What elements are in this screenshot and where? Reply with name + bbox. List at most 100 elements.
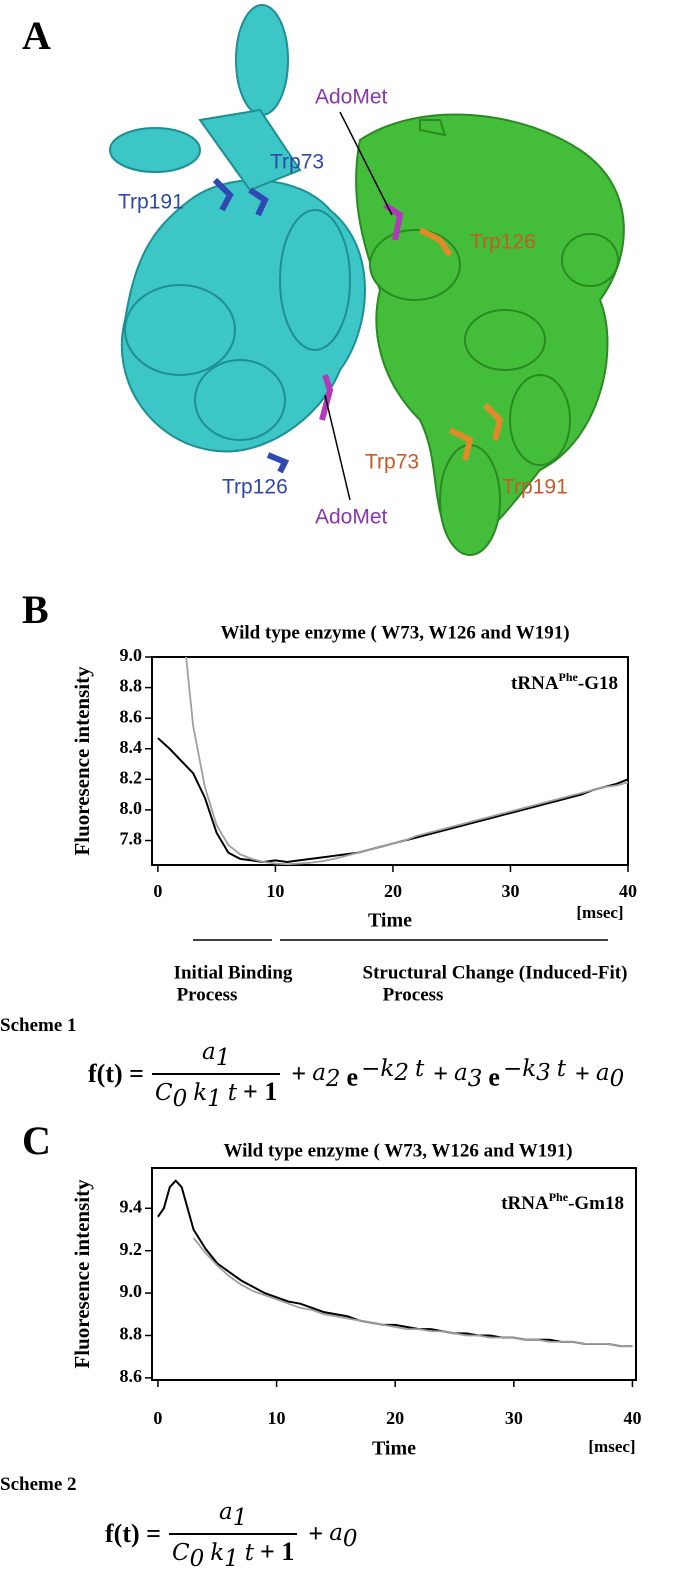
tok: k1	[193, 1077, 222, 1112]
equation-symbol: a	[329, 1519, 343, 1546]
phase-label: Structural Change (Induced-Fit)	[363, 962, 628, 983]
equation-symbol: k	[210, 1540, 225, 1567]
x-tick-label: 10	[268, 1408, 286, 1428]
panel-label: A	[22, 13, 51, 58]
tok: a3	[454, 1057, 482, 1092]
equation-symbol: +	[291, 1059, 307, 1089]
structure-label: Trp126	[222, 476, 288, 499]
equation-symbol: a	[201, 1039, 216, 1065]
annotation-sup: Phe	[559, 670, 579, 684]
subscript: 2	[394, 1059, 409, 1086]
tok: t	[557, 1056, 566, 1082]
equation-symbol: k	[193, 1080, 208, 1107]
subscript: 0	[342, 1525, 358, 1552]
equation-symbol: e	[346, 1062, 359, 1092]
y-axis-label: Fluoresence intensity	[70, 666, 94, 856]
equation-symbol: a	[218, 1499, 233, 1525]
annotation-suffix: -G18	[578, 673, 618, 694]
x-axis-label: Time	[368, 910, 412, 932]
protein-structure	[109, 4, 625, 556]
x-tick-label: 30	[505, 1408, 523, 1428]
tok: k1	[210, 1537, 239, 1572]
plot-frame	[151, 656, 629, 866]
denominator: C0 k1 t + 1	[169, 1537, 297, 1572]
equation-symbol: a	[312, 1059, 326, 1086]
structure-label: Trp126	[470, 231, 536, 254]
structure-label: Trp191	[502, 476, 568, 499]
equation-symbol: t	[556, 1055, 567, 1082]
superscript: −k3 t	[500, 1056, 569, 1086]
structure-label: AdoMet	[315, 506, 388, 529]
subscript: 0	[609, 1065, 625, 1092]
y-tick-label: 9.4	[120, 1196, 143, 1216]
equation-symbol: e	[488, 1062, 500, 1092]
fraction-bar	[151, 1073, 281, 1076]
phase-label: Process	[177, 984, 238, 1005]
y-tick-label: 9.0	[120, 1281, 143, 1301]
tok: +	[308, 1519, 323, 1549]
y-tick-label: 7.8	[120, 829, 143, 849]
subscript: 1	[215, 1045, 231, 1072]
y-axis-label: Fluoresence intensity	[70, 1179, 94, 1369]
tok: + 1	[243, 1077, 277, 1106]
x-axis-unit: [msec]	[576, 903, 623, 922]
annotation-sup: Phe	[549, 1190, 569, 1204]
numerator: a1	[199, 1036, 233, 1071]
denominator: C0 k1 t + 1	[152, 1077, 280, 1112]
scheme-label: Scheme 2	[0, 1474, 77, 1495]
scheme-label: Scheme 1	[0, 1015, 77, 1036]
structure-label: Trp191	[118, 191, 184, 214]
data-line	[192, 1237, 633, 1347]
chart-title: Wild type enzyme ( W73, W126 and W191)	[220, 622, 569, 643]
y-tick-label: 8.0	[120, 798, 143, 818]
numerator: a1	[216, 1496, 250, 1531]
y-tick-label: 9.2	[120, 1239, 143, 1259]
annotation: tRNAPhe-Gm18	[501, 1190, 624, 1215]
equation-symbol: a	[454, 1059, 468, 1086]
subscript: 1	[207, 1086, 222, 1113]
equation-symbol: −k	[361, 1055, 395, 1082]
tok: e −k2 t	[347, 1056, 428, 1093]
structure-label: Trp73	[365, 451, 419, 474]
equation-symbol: +	[433, 1059, 449, 1089]
chart-title: Wild type enzyme ( W73, W126 and W191)	[223, 1140, 572, 1161]
equation-lhs: f(t) =	[105, 1519, 161, 1549]
superscript: −k2 t	[358, 1056, 427, 1086]
data-line	[185, 657, 628, 865]
annotation: tRNAPhe-G18	[511, 670, 618, 695]
equation-symbol: +	[575, 1059, 590, 1089]
x-tick-label: 20	[386, 1408, 404, 1428]
x-tick-label: 10	[266, 881, 284, 901]
y-tick-label: 8.8	[120, 1324, 143, 1344]
subscript: 3	[536, 1059, 551, 1086]
tok: +	[575, 1059, 590, 1089]
x-axis-label: Time	[372, 1438, 416, 1460]
x-tick-label: 0	[153, 881, 162, 901]
subscript: 3	[467, 1065, 483, 1092]
equation-lhs: f(t) =	[88, 1059, 144, 1089]
tok: C0	[172, 1537, 204, 1572]
equation-symbol: + 1	[260, 1537, 295, 1567]
y-tick-label: 8.8	[120, 676, 143, 696]
plot-frame	[151, 1167, 637, 1381]
tok: C0	[155, 1077, 187, 1112]
equation-symbol: −k	[502, 1055, 537, 1082]
tok: a2	[312, 1057, 340, 1092]
y-tick-label: 8.2	[120, 767, 143, 787]
tok: e −k3 t	[488, 1056, 569, 1093]
tok: a1	[218, 1496, 247, 1531]
tok: −k3	[503, 1056, 551, 1086]
fraction: a1 C0 k1 t + 1	[168, 1496, 298, 1572]
y-tick-label: 8.6	[120, 706, 143, 726]
y-tick-label: 8.6	[120, 1366, 143, 1386]
tok: + 1	[260, 1537, 294, 1566]
x-tick-label: 0	[153, 1408, 162, 1428]
panel-label: B	[22, 587, 49, 632]
equation-symbol: t	[244, 1540, 255, 1567]
y-tick-label: 8.4	[120, 737, 143, 757]
phase-label: Initial Binding	[174, 962, 293, 983]
tok: +	[433, 1059, 448, 1089]
structure-label: AdoMet	[315, 86, 388, 109]
